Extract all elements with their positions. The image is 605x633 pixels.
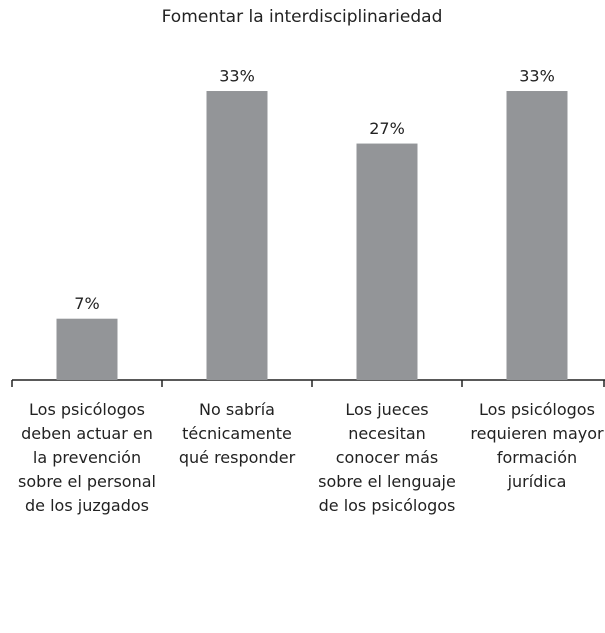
x-tick-label: Los psicólogos deben actuar en la preven… [18,400,156,515]
bar [206,91,268,380]
x-tick-label: Los jueces necesitan conocer más sobre e… [318,400,456,515]
data-label: 7% [74,294,99,313]
bar [506,91,568,380]
x-tick-label: Los psicólogos requieren mayor formación… [470,400,604,491]
bar [56,318,118,380]
bar [356,143,418,380]
chart-title: Fomentar la interdisciplinariedad [162,7,443,27]
data-label: 33% [219,67,255,86]
data-label: 33% [519,67,555,86]
data-label: 27% [369,119,405,138]
x-tick-label: No sabría técnicamente qué responder [178,400,296,467]
